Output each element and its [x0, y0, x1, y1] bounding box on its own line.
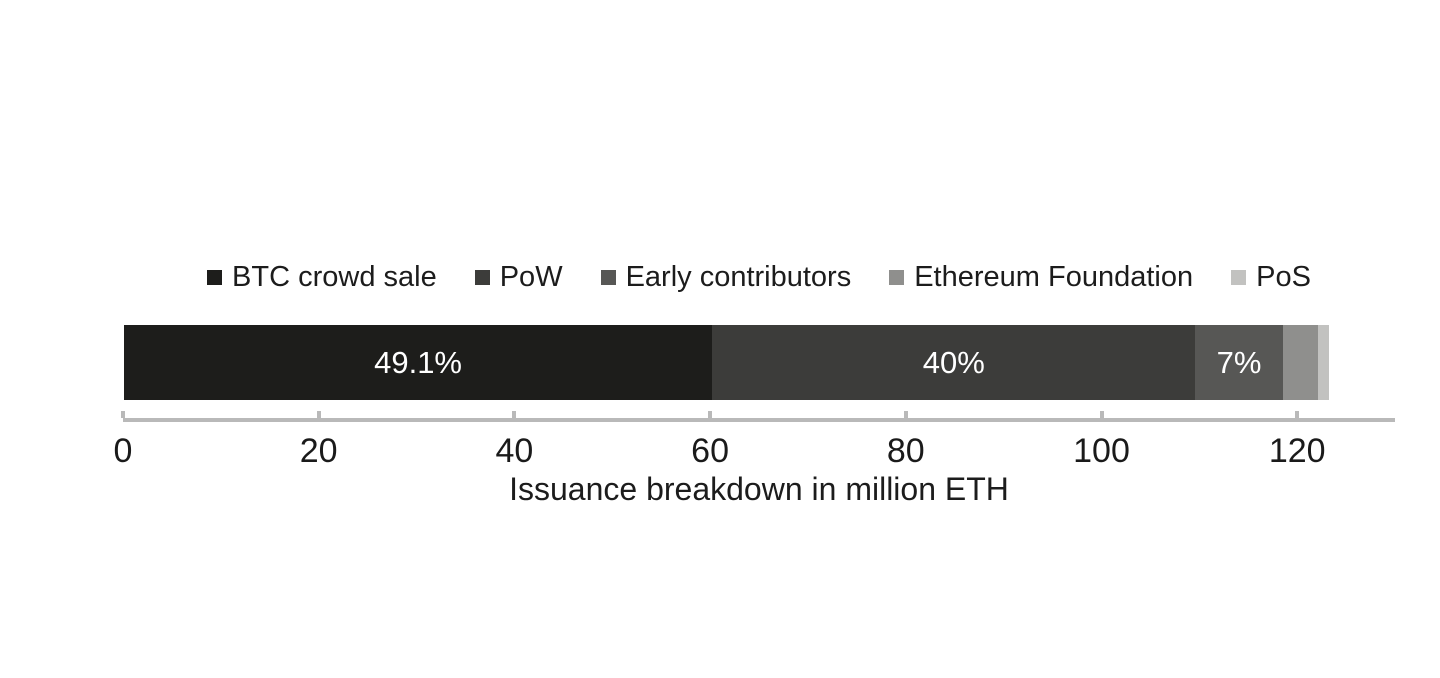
- legend-swatch-icon: [600, 270, 616, 286]
- legend-label: Ethereum Foundation: [914, 261, 1194, 294]
- x-axis-tick-mark: [1099, 411, 1104, 418]
- bar-segment-pos: [1317, 325, 1330, 400]
- legend-item-pow: PoW: [474, 261, 563, 294]
- legend-label: PoS: [1256, 261, 1311, 294]
- legend-label: BTC crowd sale: [232, 261, 437, 294]
- bar-segment-pow: 40%: [712, 325, 1196, 400]
- x-axis-tick-label: 40: [495, 432, 534, 470]
- stacked-bar: 49.1% 40% 7%: [124, 325, 1330, 400]
- x-axis-tick-label: 20: [299, 432, 338, 470]
- legend-swatch-icon: [474, 270, 490, 286]
- legend-swatch-icon: [207, 270, 223, 286]
- legend-item-btc-crowd-sale: BTC crowd sale: [207, 261, 437, 294]
- legend-item-ethereum-foundation: Ethereum Foundation: [889, 261, 1194, 294]
- x-axis-tick-label: 0: [113, 432, 133, 470]
- bar-segment-value-label: 49.1%: [374, 344, 462, 380]
- x-axis-tick-mark: [512, 411, 517, 418]
- x-axis-title: Issuance breakdown in million ETH: [509, 471, 1009, 507]
- x-axis-tick-mark: [121, 411, 125, 418]
- legend-label: Early contributors: [625, 261, 852, 294]
- bar-segment-early-contributors: 7%: [1195, 325, 1283, 400]
- x-axis-tick-label: 100: [1073, 432, 1130, 470]
- legend-swatch-icon: [889, 270, 905, 286]
- x-axis-tick-label: 80: [886, 432, 925, 470]
- x-axis-tick-label: 60: [691, 432, 730, 470]
- legend-label: PoW: [499, 261, 563, 294]
- x-axis-tick-mark: [903, 411, 908, 418]
- bar-segment-ethereum-foundation: [1282, 325, 1318, 400]
- x-axis-line: [123, 418, 1395, 422]
- legend: BTC crowd sale PoW Early contributors Ether…: [123, 261, 1395, 295]
- legend-swatch-icon: [1231, 270, 1247, 286]
- x-axis-tick-mark: [316, 411, 321, 418]
- bar-segment-btc-crowd-sale: 49.1%: [124, 325, 713, 400]
- legend-item-pos: PoS: [1231, 261, 1311, 294]
- x-axis-tick-mark: [708, 411, 713, 418]
- bar-segment-value-label: 7%: [1216, 344, 1262, 380]
- legend-item-early-contributors: Early contributors: [600, 261, 852, 294]
- x-axis-tick-mark: [1295, 411, 1300, 418]
- bar-segment-value-label: 40%: [922, 344, 985, 380]
- x-axis-tick-label: 120: [1268, 432, 1326, 470]
